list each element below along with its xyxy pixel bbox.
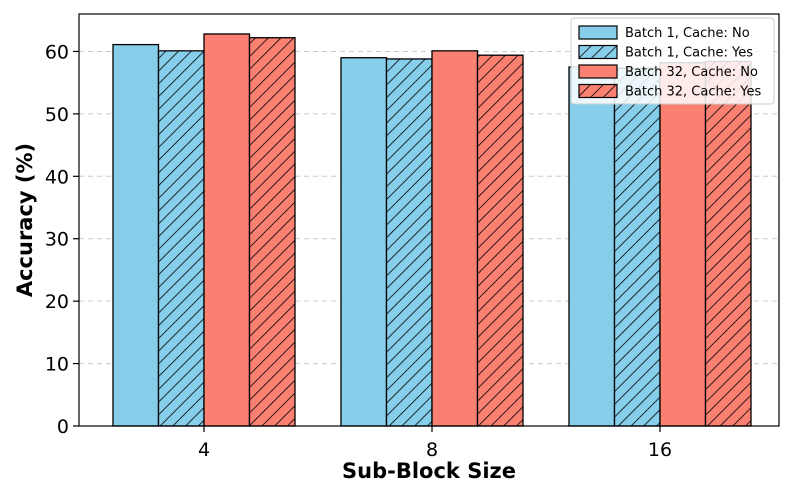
bar (340, 57, 388, 427)
legend-label: Batch 1, Cache: No (625, 26, 750, 41)
bars (112, 33, 752, 427)
y-tick-label: 0 (57, 416, 69, 438)
legend: Batch 1, Cache: No Batch 1, Cache: Yes Bat… (570, 17, 775, 105)
plot-frame (78, 13, 780, 427)
bar (704, 60, 752, 427)
legend-item: Batch 32, Cache: No (578, 64, 758, 80)
y-tick-label: 40 (45, 166, 69, 188)
bar (112, 43, 160, 427)
bar (659, 62, 707, 427)
bar (203, 33, 251, 427)
bar (431, 50, 479, 427)
bar (568, 66, 616, 427)
x-axis-title: Sub-Block Size (342, 459, 516, 483)
y-tick-label: 50 (45, 104, 69, 126)
y-tick-label: 10 (45, 354, 69, 376)
bar (613, 67, 661, 427)
y-tick-label: 30 (45, 229, 69, 251)
bar (157, 50, 205, 427)
y-tick-label: 20 (45, 291, 69, 313)
x-tick-label: 16 (648, 439, 672, 461)
legend-label: Batch 1, Cache: Yes (625, 46, 753, 61)
x-axis: 4 8 16 (198, 426, 672, 461)
x-tick-label: 8 (426, 439, 438, 461)
y-tick-label: 60 (45, 41, 69, 63)
legend-label: Batch 32, Cache: No (625, 65, 758, 80)
y-axis: 0 10 20 30 40 50 60 (45, 41, 79, 438)
legend-item: Batch 32, Cache: Yes (578, 83, 761, 100)
bar (476, 54, 524, 427)
legend-label: Batch 32, Cache: Yes (625, 85, 761, 100)
bar (385, 58, 433, 427)
bar (248, 37, 296, 427)
y-axis-title: Accuracy (%) (13, 143, 37, 297)
legend-item: Batch 1, Cache: No (578, 25, 750, 41)
legend-item: Batch 1, Cache: Yes (578, 44, 753, 61)
x-tick-label: 4 (198, 439, 210, 461)
legend-box (570, 17, 775, 105)
